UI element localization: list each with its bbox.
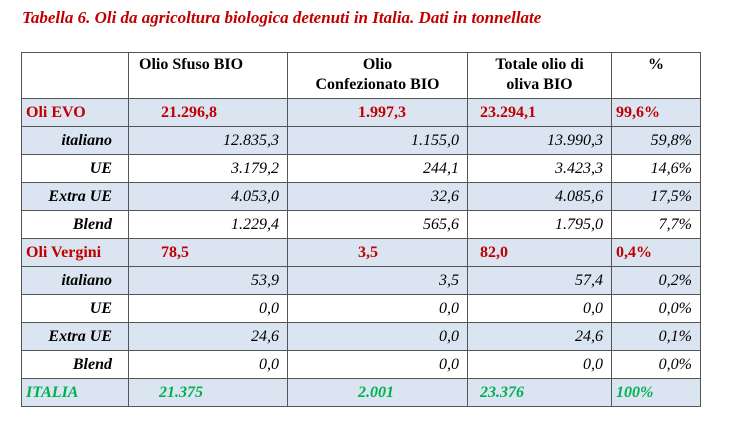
row-label: italiano — [21, 266, 129, 295]
percent-cell: 0,0% — [611, 294, 701, 323]
percent-cell: 0,1% — [611, 322, 701, 351]
column-header — [21, 52, 129, 99]
percent-cell: 0,4% — [611, 238, 701, 267]
olio-sfuso-cell: 78,5 — [128, 238, 288, 267]
olio-confezionato-cell: 2.001 — [287, 378, 468, 407]
table-row: Extra UE 24,6 0,0 24,6 0,1% — [21, 322, 701, 351]
table-header-row: Olio Sfuso BIO Olio Confezionato BIO Totale… — [21, 52, 701, 99]
table-row: Oli Vergini 78,5 3,5 82,0 0,4% — [21, 238, 701, 267]
totale-cell: 24,6 — [467, 322, 612, 351]
column-header: Totale olio di oliva BIO — [467, 52, 612, 99]
data-table: Olio Sfuso BIO Olio Confezionato BIO Totale… — [21, 52, 701, 407]
row-label: Oli Vergini — [21, 238, 129, 267]
totale-cell: 82,0 — [467, 238, 612, 267]
percent-cell: 100% — [611, 378, 701, 407]
percent-cell: 7,7% — [611, 210, 701, 239]
olio-sfuso-cell: 21.375 — [128, 378, 288, 407]
column-header: Olio Confezionato BIO — [287, 52, 468, 99]
totale-cell: 23.376 — [467, 378, 612, 407]
olio-sfuso-cell: 0,0 — [128, 350, 288, 379]
olio-sfuso-cell: 4.053,0 — [128, 182, 288, 211]
totale-cell: 3.423,3 — [467, 154, 612, 183]
totale-cell: 1.795,0 — [467, 210, 612, 239]
table-row: UE 3.179,2 244,1 3.423,3 14,6% — [21, 154, 701, 183]
row-label: Blend — [21, 350, 129, 379]
percent-cell: 99,6% — [611, 98, 701, 127]
column-header: % — [611, 52, 701, 99]
totale-cell: 13.990,3 — [467, 126, 612, 155]
percent-cell: 14,6% — [611, 154, 701, 183]
row-label: UE — [21, 154, 129, 183]
olio-sfuso-cell: 3.179,2 — [128, 154, 288, 183]
row-label: Oli EVO — [21, 98, 129, 127]
column-header: Olio Sfuso BIO — [128, 52, 288, 99]
totale-cell: 4.085,6 — [467, 182, 612, 211]
totale-cell: 57,4 — [467, 266, 612, 295]
olio-confezionato-cell: 32,6 — [287, 182, 468, 211]
percent-cell: 17,5% — [611, 182, 701, 211]
row-label: italiano — [21, 126, 129, 155]
table-row: Extra UE 4.053,0 32,6 4.085,6 17,5% — [21, 182, 701, 211]
table-title: Tabella 6. Oli da agricoltura biologica … — [22, 8, 542, 27]
table-row: italiano 53,9 3,5 57,4 0,2% — [21, 266, 701, 295]
olio-sfuso-cell: 1.229,4 — [128, 210, 288, 239]
olio-confezionato-cell: 244,1 — [287, 154, 468, 183]
olio-sfuso-cell: 21.296,8 — [128, 98, 288, 127]
totale-cell: 0,0 — [467, 294, 612, 323]
olio-confezionato-cell: 1.997,3 — [287, 98, 468, 127]
olio-confezionato-cell: 3,5 — [287, 238, 468, 267]
totale-cell: 0,0 — [467, 350, 612, 379]
row-label: Extra UE — [21, 182, 129, 211]
table-row: italiano 12.835,3 1.155,0 13.990,3 59,8% — [21, 126, 701, 155]
table-row: UE 0,0 0,0 0,0 0,0% — [21, 294, 701, 323]
table-row: Blend 0,0 0,0 0,0 0,0% — [21, 350, 701, 379]
row-label: Blend — [21, 210, 129, 239]
table-row: ITALIA 21.375 2.001 23.376 100% — [21, 378, 701, 407]
percent-cell: 0,2% — [611, 266, 701, 295]
percent-cell: 59,8% — [611, 126, 701, 155]
totale-cell: 23.294,1 — [467, 98, 612, 127]
olio-sfuso-cell: 24,6 — [128, 322, 288, 351]
olio-confezionato-cell: 3,5 — [287, 266, 468, 295]
row-label: Extra UE — [21, 322, 129, 351]
olio-confezionato-cell: 1.155,0 — [287, 126, 468, 155]
olio-sfuso-cell: 0,0 — [128, 294, 288, 323]
olio-confezionato-cell: 0,0 — [287, 322, 468, 351]
table-row: Oli EVO 21.296,8 1.997,3 23.294,1 99,6% — [21, 98, 701, 127]
table-row: Blend 1.229,4 565,6 1.795,0 7,7% — [21, 210, 701, 239]
row-label: UE — [21, 294, 129, 323]
olio-confezionato-cell: 565,6 — [287, 210, 468, 239]
olio-confezionato-cell: 0,0 — [287, 294, 468, 323]
row-label: ITALIA — [21, 378, 129, 407]
olio-sfuso-cell: 53,9 — [128, 266, 288, 295]
percent-cell: 0,0% — [611, 350, 701, 379]
olio-confezionato-cell: 0,0 — [287, 350, 468, 379]
olio-sfuso-cell: 12.835,3 — [128, 126, 288, 155]
